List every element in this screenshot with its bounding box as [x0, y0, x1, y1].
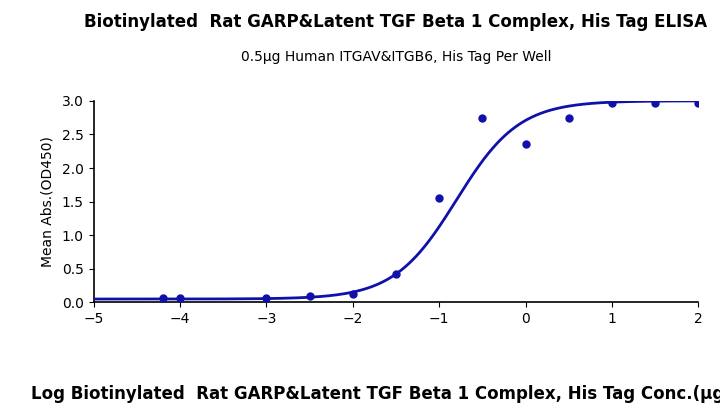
Text: Biotinylated  Rat GARP&Latent TGF Beta 1 Complex, His Tag ELISA: Biotinylated Rat GARP&Latent TGF Beta 1 … [84, 13, 708, 31]
Point [649, 100, 661, 106]
Point [390, 271, 402, 278]
Point [693, 100, 704, 106]
Text: 0.5μg Human ITGAV&ITGB6, His Tag Per Well: 0.5μg Human ITGAV&ITGB6, His Tag Per Wel… [240, 50, 552, 64]
Point [433, 195, 445, 202]
Point [174, 295, 186, 302]
Text: Log Biotinylated  Rat GARP&Latent TGF Beta 1 Complex, His Tag Conc.(μg/ml): Log Biotinylated Rat GARP&Latent TGF Bet… [31, 385, 720, 403]
Point [261, 294, 272, 301]
Point [606, 100, 618, 106]
Y-axis label: Mean Abs.(OD450): Mean Abs.(OD450) [41, 136, 55, 267]
Point [520, 141, 531, 148]
Point [304, 293, 315, 300]
Point [563, 114, 575, 121]
Point [477, 114, 488, 121]
Point [347, 291, 359, 298]
Point [157, 295, 168, 302]
